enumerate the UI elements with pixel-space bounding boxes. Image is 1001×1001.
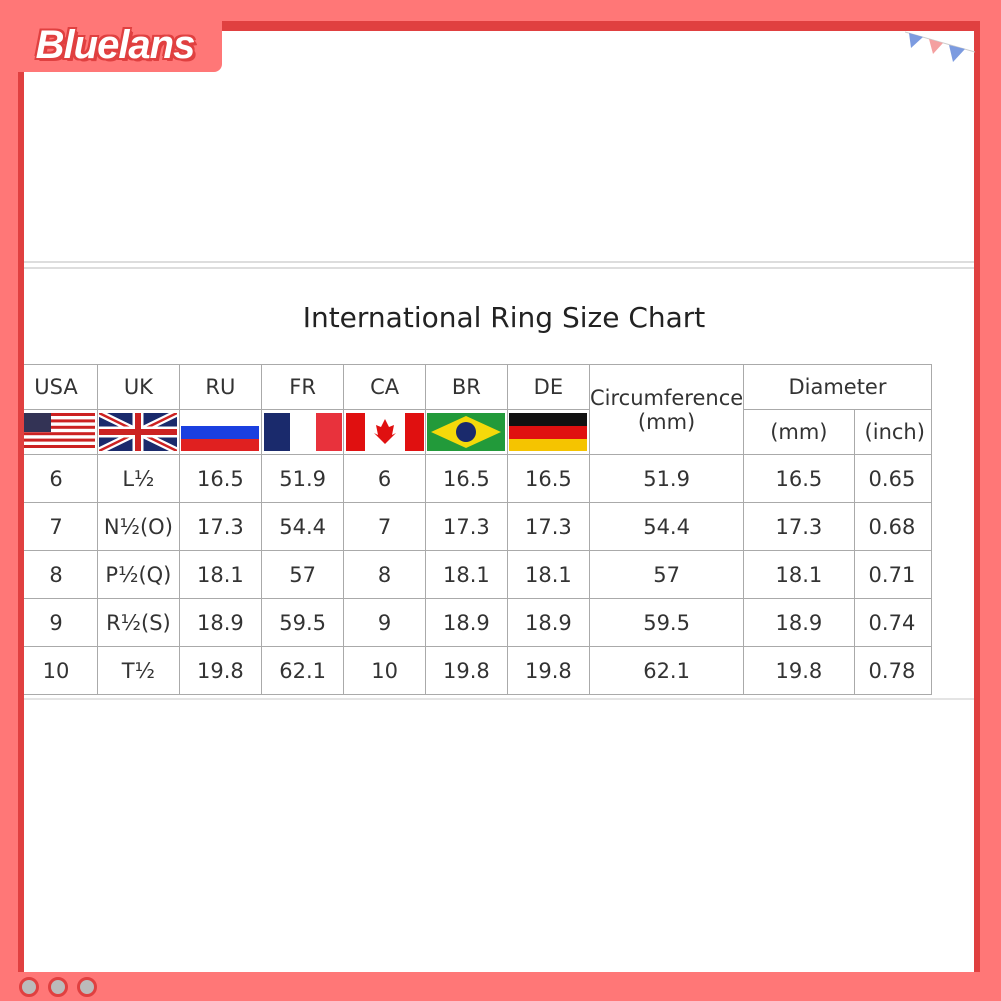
table-cell: 0.65 <box>853 454 932 503</box>
table-cell: 57 <box>260 550 345 599</box>
chart-title: International Ring Size Chart <box>302 301 706 334</box>
table-cell: 17.3 <box>425 502 508 551</box>
france-flag-icon <box>263 413 342 451</box>
table-cell: 59.5 <box>260 598 345 647</box>
table-row: 9 R½(S) 18.9 59.5 9 18.9 18.9 59.5 18.9 0.74 <box>24 598 964 647</box>
germany-flag-icon <box>509 413 588 451</box>
header-circumference: Circumference (mm) <box>588 364 745 455</box>
table-cell: 18.9 <box>425 598 508 647</box>
canada-flag-icon <box>345 413 424 451</box>
table-cell: 19.8 <box>743 646 855 695</box>
table-cell: 19.8 <box>506 646 591 695</box>
table-cell: 59.5 <box>588 598 745 647</box>
uk-flag-icon <box>99 413 178 451</box>
table-cell: 62.1 <box>260 646 345 695</box>
table-cell: 6 <box>24 454 98 503</box>
circumference-label: Circumference <box>590 385 744 410</box>
flag-cell <box>24 409 98 455</box>
header-usa: USA <box>24 364 98 410</box>
table-cell: 0.71 <box>853 550 932 599</box>
page-dot[interactable] <box>48 977 68 997</box>
table-cell: 18.1 <box>178 550 263 599</box>
divider <box>24 698 974 700</box>
table-cell: 0.78 <box>853 646 932 695</box>
table-cell: R½(S) <box>97 598 180 647</box>
header-diameter: Diameter <box>743 364 932 410</box>
table-cell: 10 <box>24 646 98 695</box>
bunting-decoration <box>905 31 975 62</box>
table-row: 10 T½ 19.8 62.1 10 19.8 19.8 62.1 19.8 0.78 <box>24 646 964 695</box>
brand-logo: Bluelans <box>8 18 222 72</box>
chart-card: International Ring Size Chart USA UK RU FR C… <box>18 21 980 972</box>
pagination-dots <box>19 977 97 997</box>
table-cell: 51.9 <box>588 454 745 503</box>
table-row: 6 L½ 16.5 51.9 6 16.5 16.5 51.9 16.5 0.65 <box>24 454 964 503</box>
table-cell: 10 <box>343 646 426 695</box>
table-cell: 7 <box>343 502 426 551</box>
header-br: BR <box>425 364 508 410</box>
table-cell: 7 <box>24 502 98 551</box>
table-cell: 8 <box>24 550 98 599</box>
header-row: USA UK RU FR CA BR DE Circumference (mm) Diameter <box>24 364 964 455</box>
header-fr: FR <box>260 364 345 410</box>
divider <box>24 267 974 269</box>
header-ca: CA <box>343 364 426 410</box>
table-cell: 18.1 <box>743 550 855 599</box>
flag-cell <box>178 409 263 455</box>
table-row: 8 P½(Q) 18.1 57 8 18.1 18.1 57 18.1 0.71 <box>24 550 964 599</box>
usa-flag-icon <box>24 413 95 451</box>
table-cell: 8 <box>343 550 426 599</box>
table-cell: 17.3 <box>506 502 591 551</box>
table-cell: 19.8 <box>178 646 263 695</box>
flag-cell <box>97 409 180 455</box>
table-cell: L½ <box>97 454 180 503</box>
flag-row: (mm) (inch) <box>24 409 964 455</box>
table-cell: 17.3 <box>743 502 855 551</box>
table-cell: 18.9 <box>743 598 855 647</box>
table-cell: T½ <box>97 646 180 695</box>
table-cell: 54.4 <box>588 502 745 551</box>
table-cell: 0.74 <box>853 598 932 647</box>
table-cell: 18.9 <box>178 598 263 647</box>
brazil-flag-icon <box>427 413 506 451</box>
diameter-inch-header: (inch) <box>853 409 932 455</box>
table-cell: 62.1 <box>588 646 745 695</box>
ring-size-table: USA UK RU FR CA BR DE Circumference (mm) Diameter… <box>24 364 964 695</box>
table-cell: 18.9 <box>506 598 591 647</box>
table-cell: 9 <box>24 598 98 647</box>
page-dot[interactable] <box>77 977 97 997</box>
flag-cell <box>506 409 591 455</box>
table-cell: P½(Q) <box>97 550 180 599</box>
table-cell: 17.3 <box>178 502 263 551</box>
header-ru: RU <box>178 364 263 410</box>
russia-flag-icon <box>181 413 260 451</box>
page-dot[interactable] <box>19 977 39 997</box>
table-cell: 51.9 <box>260 454 345 503</box>
table-cell: 18.1 <box>506 550 591 599</box>
table-cell: 16.5 <box>178 454 263 503</box>
divider <box>24 261 974 263</box>
table-cell: 16.5 <box>743 454 855 503</box>
table-cell: 19.8 <box>425 646 508 695</box>
table-cell: 6 <box>343 454 426 503</box>
table-cell: 0.68 <box>853 502 932 551</box>
header-uk: UK <box>97 364 180 410</box>
logo-text: Bluelans <box>35 22 196 67</box>
table-cell: 18.1 <box>425 550 508 599</box>
table-cell: N½(O) <box>97 502 180 551</box>
table-cell: 16.5 <box>506 454 591 503</box>
diameter-mm-header: (mm) <box>743 409 855 455</box>
flag-cell <box>343 409 426 455</box>
table-cell: 57 <box>588 550 745 599</box>
table-cell: 9 <box>343 598 426 647</box>
flag-cell <box>425 409 508 455</box>
circumference-unit: (mm) <box>637 409 696 434</box>
table-cell: 54.4 <box>260 502 345 551</box>
table-cell: 16.5 <box>425 454 508 503</box>
header-de: DE <box>506 364 591 410</box>
flag-cell <box>260 409 345 455</box>
table-row: 7 N½(O) 17.3 54.4 7 17.3 17.3 54.4 17.3 0.68 <box>24 502 964 551</box>
